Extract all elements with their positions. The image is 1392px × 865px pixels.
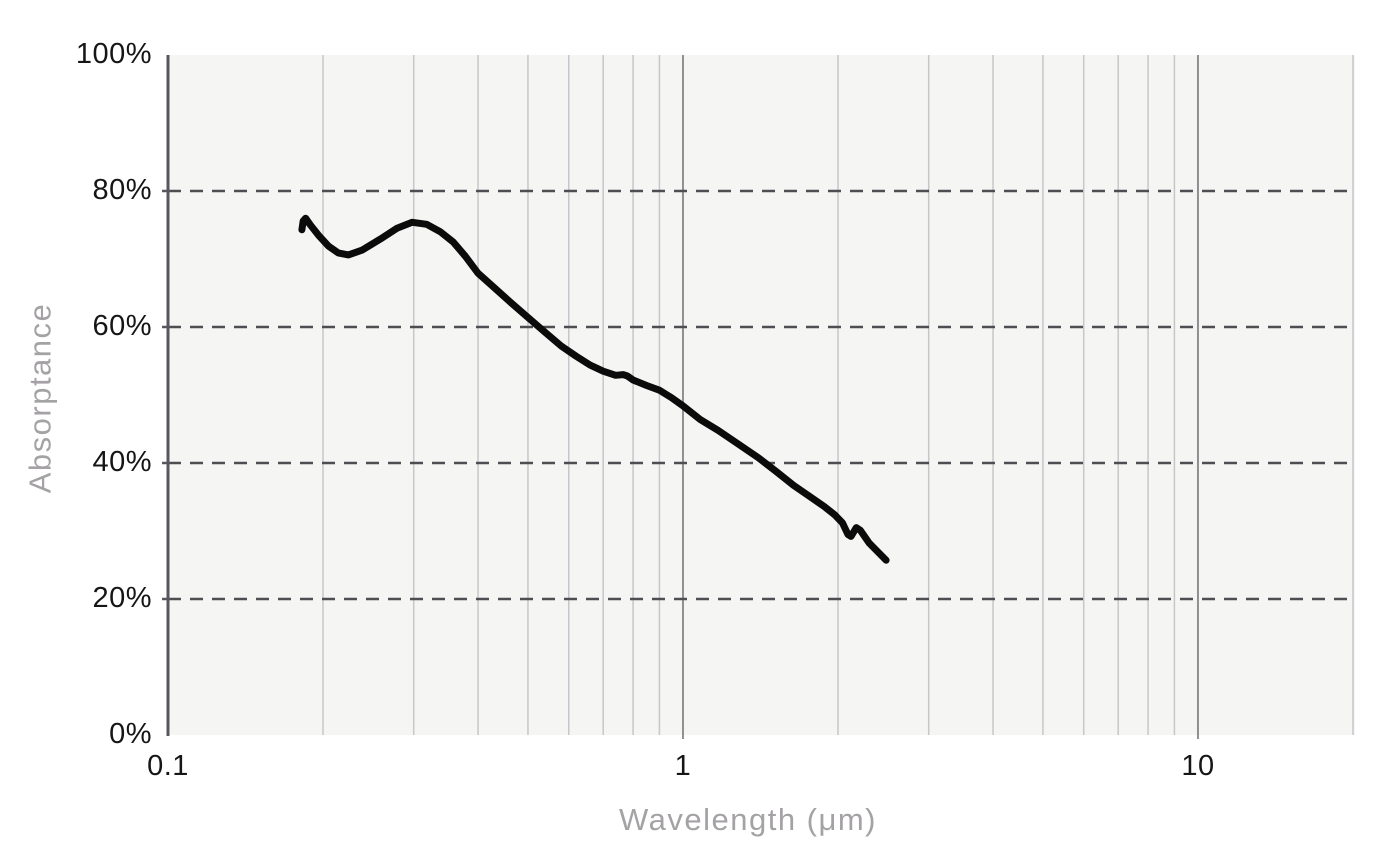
x-tick-label: 0.1 [147,750,189,782]
data-curve [298,214,890,564]
y-axis-title: Absorptance [22,302,58,494]
y-tick-label: 20% [92,582,152,614]
x-axis-title: Wavelength (μm) [619,802,877,837]
y-tick-label: 60% [92,310,152,342]
y-tick-label: 100% [75,38,152,70]
plot-area [168,55,1355,735]
x-tick-label: 1 [674,750,692,782]
x-tick-label: 10 [1181,750,1215,782]
y-tick-label: 80% [92,174,152,206]
y-tick-label: 0% [109,718,152,750]
y-tick-label: 40% [92,446,152,478]
